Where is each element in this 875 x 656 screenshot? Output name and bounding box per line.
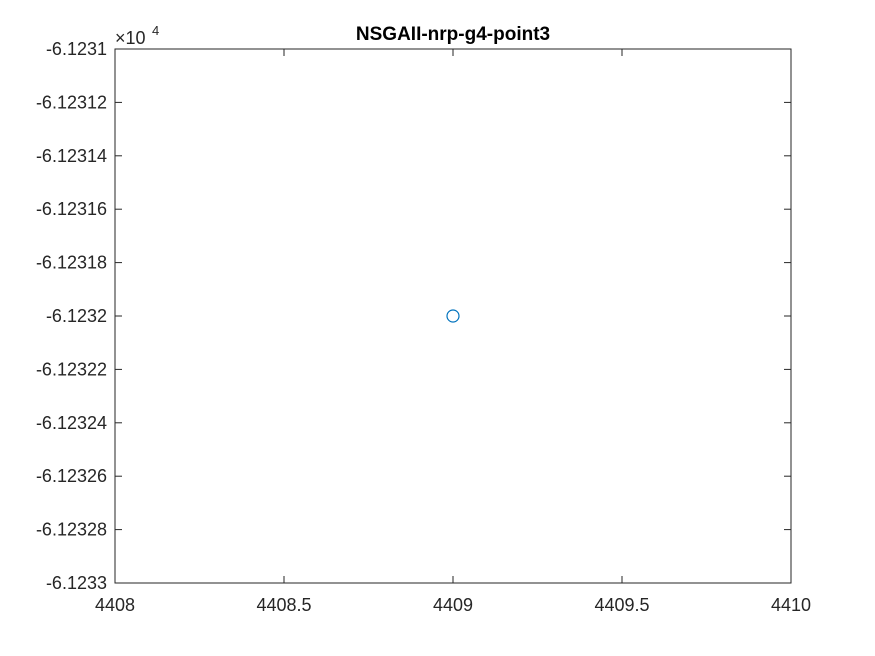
x-tick-label: 4409	[433, 595, 473, 615]
y-tick-label: -6.12314	[36, 146, 107, 166]
y-tick-label: -6.12328	[36, 520, 107, 540]
x-tick-label: 4408	[95, 595, 135, 615]
x-tick-label: 4408.5	[256, 595, 311, 615]
y-tick-label: -6.1232	[46, 306, 107, 326]
plot-area	[115, 49, 791, 583]
y-tick-label: -6.12322	[36, 359, 107, 379]
data-marks	[446, 309, 460, 323]
y-tick-label: -6.12312	[36, 92, 107, 112]
chart-title: NSGAII-nrp-g4-point3	[356, 24, 550, 45]
y-tick-label: -6.12326	[36, 466, 107, 486]
y-exponent-power: 4	[152, 23, 159, 38]
y-exponent-base: ×10	[115, 28, 146, 48]
y-tick-label: -6.12324	[36, 413, 107, 433]
scatter-point	[446, 309, 460, 323]
tick-labels: 4408 4408.5 4409 4409.5 4410 -6.1231 -6.12312 -…	[36, 39, 811, 615]
y-tick-label: -6.1233	[46, 573, 107, 593]
y-tick-label: -6.12316	[36, 199, 107, 219]
y-tick-label: -6.1231	[46, 39, 107, 59]
x-tick-label: 4410	[771, 595, 811, 615]
y-exponent-label: ×10 4	[115, 23, 159, 48]
axes-box	[114, 48, 792, 584]
y-tick-label: -6.12318	[36, 253, 107, 273]
x-tick-label: 4409.5	[594, 595, 649, 615]
